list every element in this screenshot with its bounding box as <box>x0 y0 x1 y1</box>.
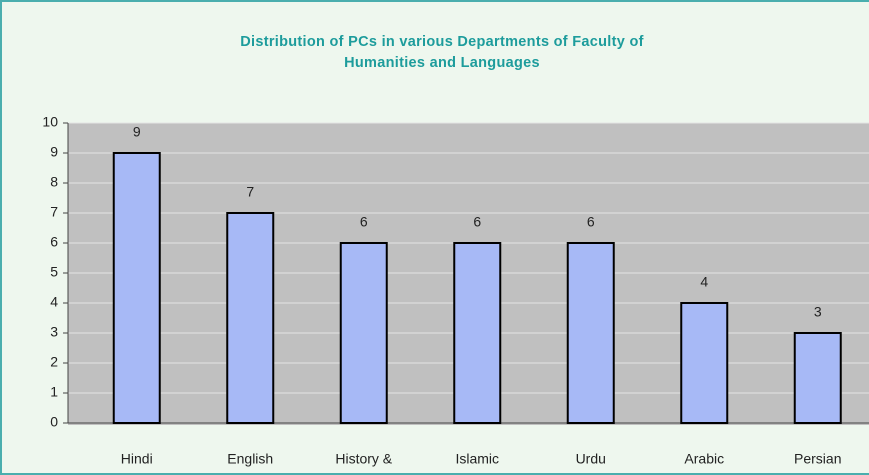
value-label: 4 <box>700 274 708 290</box>
x-tick-label: History & <box>335 451 392 467</box>
y-tick-label: 8 <box>50 174 58 190</box>
y-tick-label: 2 <box>50 354 58 370</box>
x-tick-label: Islamic <box>455 451 499 467</box>
x-tick-label: Arabic <box>684 451 724 467</box>
y-tick-label: 6 <box>50 234 58 250</box>
bar <box>680 302 729 424</box>
y-tick-label: 7 <box>50 204 58 220</box>
value-label: 9 <box>133 124 141 140</box>
value-label: 7 <box>246 184 254 200</box>
bar <box>339 242 388 424</box>
chart-title: Distribution of PCs in various Departmen… <box>240 34 644 71</box>
bar <box>793 332 842 424</box>
y-tick-label: 3 <box>50 324 58 340</box>
value-label: 3 <box>814 304 822 320</box>
bar <box>453 242 502 424</box>
value-label: 6 <box>360 214 368 230</box>
bar <box>226 212 275 424</box>
bar <box>566 242 615 424</box>
x-tick-label: English <box>227 451 273 467</box>
y-tick-label: 0 <box>50 414 58 430</box>
y-tick-label: 4 <box>50 294 58 310</box>
value-label: 6 <box>473 214 481 230</box>
y-tick-label: 5 <box>50 264 58 280</box>
x-tick-label: Urdu <box>576 451 606 467</box>
value-label: 6 <box>587 214 595 230</box>
x-tick-label: Persian <box>794 451 841 467</box>
bar <box>112 152 161 424</box>
x-tick-label: Hindi <box>121 451 153 467</box>
y-tick-label: 1 <box>50 384 58 400</box>
y-tick-label: 9 <box>50 144 58 160</box>
y-tick-label: 10 <box>42 114 58 130</box>
